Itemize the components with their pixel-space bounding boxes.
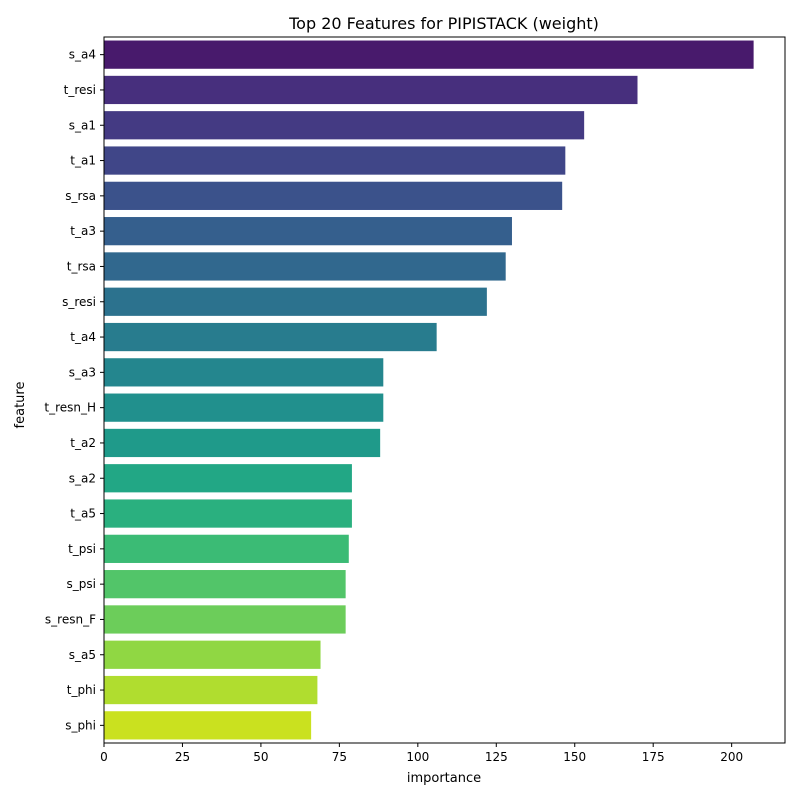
- bar-s-resi: [104, 287, 487, 316]
- bar-s-a2: [104, 464, 352, 493]
- y-axis-ticks: s_a4 t_resi s_a1 t_a1 s_rsa t_a3 t_rsa s_resi t_…: [44, 48, 104, 732]
- y-tick-label: t_resn_H: [44, 401, 96, 415]
- bar-t-resi: [104, 75, 638, 105]
- y-tick-label: s_resn_F: [45, 612, 96, 626]
- bars-group: [104, 40, 754, 740]
- y-tick-label: s_a5: [69, 648, 96, 662]
- y-tick-label: s_phi: [65, 718, 96, 732]
- chart-title: Top 20 Features for PIPISTACK (weight): [288, 14, 599, 33]
- y-tick-label: t_a1: [70, 154, 96, 168]
- bar-s-a1: [104, 111, 585, 140]
- bar-t-a3: [104, 217, 512, 246]
- bar-s-phi: [104, 711, 312, 740]
- bar-t-a2: [104, 428, 381, 458]
- y-tick-label: s_rsa: [65, 189, 96, 203]
- bar-s-a4: [104, 40, 754, 69]
- y-tick-label: s_resi: [62, 295, 96, 309]
- y-tick-label: t_a3: [70, 224, 96, 238]
- axes-frame: [103, 36, 786, 744]
- bar-t-a4: [104, 322, 437, 352]
- x-tick-label: 0: [100, 750, 108, 764]
- y-tick-label: s_a4: [69, 48, 96, 62]
- x-tick-label: 50: [253, 750, 268, 764]
- x-axis-label: importance: [407, 771, 481, 786]
- bar-t-psi: [104, 534, 349, 563]
- x-tick-label: 150: [563, 750, 586, 764]
- bar-s-a3: [104, 358, 384, 387]
- plot-frame: [103, 36, 786, 744]
- x-tick-label: 125: [485, 750, 508, 764]
- bar-s-a5: [104, 640, 321, 669]
- bar-s-rsa: [104, 181, 563, 210]
- y-tick-label: t_a4: [70, 330, 96, 344]
- bar-t-a5: [104, 499, 352, 528]
- y-tick-label: t_phi: [67, 683, 96, 697]
- y-tick-label: t_resi: [64, 83, 96, 97]
- y-axis-label: feature: [13, 382, 28, 429]
- y-tick-label: t_a5: [70, 507, 96, 521]
- x-axis-ticks: 0 25 50 75 100 125 150 175 200: [100, 743, 743, 764]
- bar-s-psi: [104, 570, 346, 599]
- bar-t-a1: [104, 146, 566, 175]
- bar-t-resn-h: [104, 393, 384, 422]
- y-tick-label: s_a1: [69, 118, 96, 132]
- bar-t-rsa: [104, 252, 506, 281]
- y-tick-label: t_psi: [68, 542, 96, 556]
- x-tick-label: 75: [332, 750, 347, 764]
- y-tick-label: s_a3: [69, 365, 96, 379]
- y-tick-label: s_a2: [69, 471, 96, 485]
- x-tick-label: 175: [642, 750, 665, 764]
- x-tick-label: 25: [175, 750, 190, 764]
- y-tick-label: t_rsa: [67, 259, 96, 273]
- x-tick-label: 100: [406, 750, 429, 764]
- bar-s-resn-f: [104, 605, 346, 634]
- x-tick-label: 200: [720, 750, 743, 764]
- y-tick-label: s_psi: [67, 577, 96, 591]
- y-tick-label: t_a2: [70, 436, 96, 450]
- bar-t-phi: [104, 675, 318, 705]
